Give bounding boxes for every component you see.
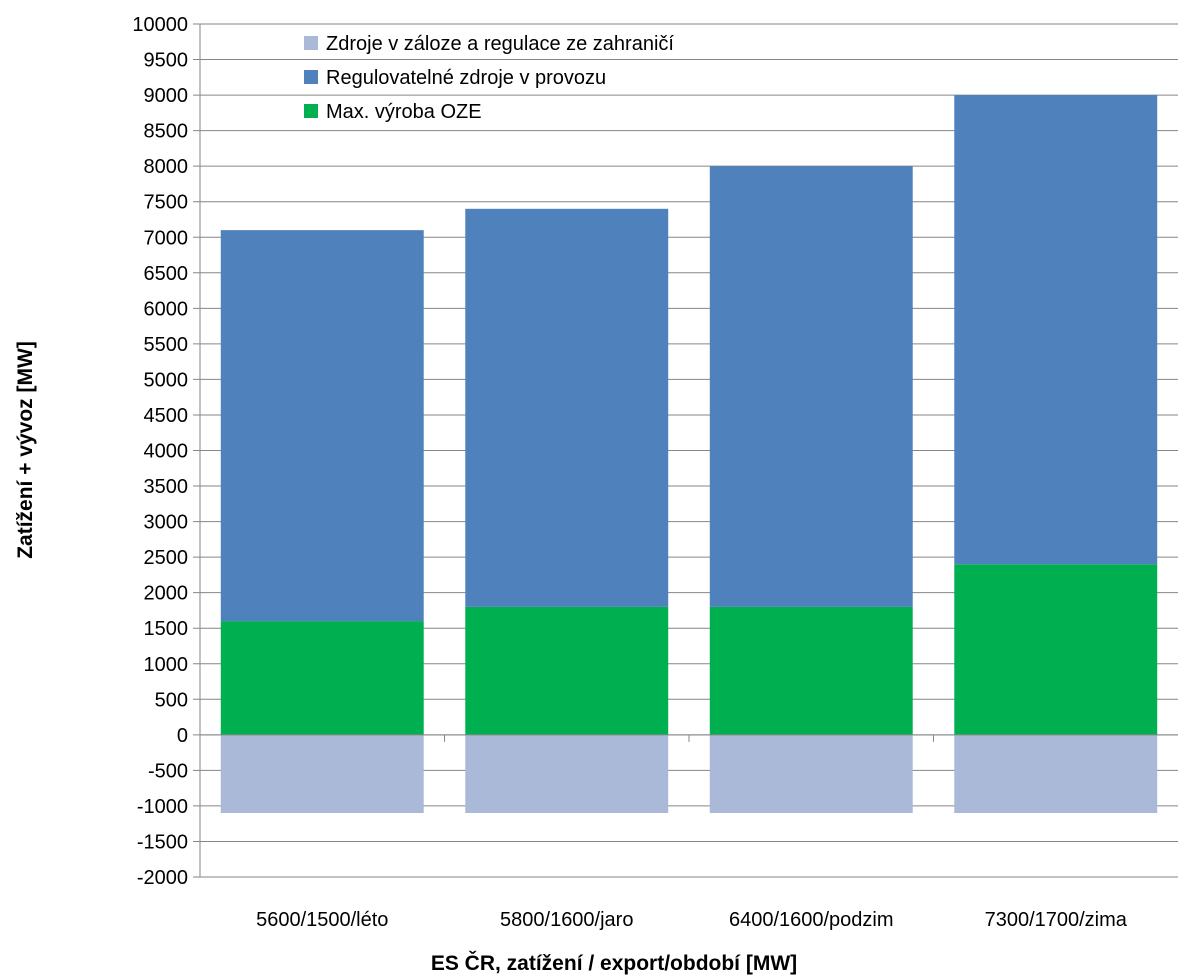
y-axis-title: Zatížení + vývoz [MW] [14,341,37,559]
bar-segment [220,230,424,622]
y-tick-label: 3500 [144,476,189,498]
y-tick-label: 2500 [144,547,189,569]
legend: Zdroje v záloze a regulace ze zahraničí R… [304,33,674,123]
bar-segment [220,734,424,814]
bar-segment [954,95,1158,565]
y-tick-label: -1000 [137,796,188,818]
bar-segment [220,621,424,735]
x-tick-label: 5600/1500/léto [256,909,388,931]
y-tick-label: 10000 [132,14,188,36]
y-tick-label: 0 [177,725,188,747]
y-tick-label: 6500 [144,263,189,285]
x-tick-label: 7300/1700/zima [985,909,1128,931]
y-tick-label: -1500 [137,831,188,853]
y-tick-label: 4000 [144,441,189,463]
bar-segment [709,166,913,607]
y-tick-label: 9000 [144,85,189,107]
y-tick-label: 4500 [144,405,189,427]
y-tick-label: 2000 [144,583,189,605]
bar-segment [465,606,669,735]
bar-segment [465,734,669,814]
bar-segment [709,734,913,814]
y-tick-label: 5500 [144,334,189,356]
bar-segment [465,208,669,607]
axes [199,24,1178,877]
x-tick-label: 6400/1600/podzim [729,909,894,931]
legend-label: Zdroje v záloze a regulace ze zahraničí [326,33,674,55]
y-tick-label: 1500 [144,618,189,640]
bar-segment [954,734,1158,814]
y-tick-label: 6000 [144,298,189,320]
y-tick-label: 7500 [144,192,189,214]
bar-segment [709,606,913,735]
bar-segment [954,564,1158,735]
x-axis-title: ES ČR, zatížení / export/období [MW] [431,951,797,975]
y-tick-label: 500 [155,689,188,711]
legend-swatch [304,36,318,50]
x-tick-label: 5800/1600/jaro [500,909,633,931]
y-tick-label: 9500 [144,50,189,72]
legend-label: Max. výroba OZE [326,101,482,123]
bars [220,95,1158,814]
y-tick-label: 8500 [144,121,189,143]
y-tick-label: 1000 [144,654,189,676]
y-tick-labels: -2000 -1500 -1000 -500 0 500 1000 1500 2000 2500 3… [132,14,188,889]
y-tick-label: -2000 [137,867,188,889]
y-tick-label: 8000 [144,156,189,178]
y-tick-label: -500 [148,760,188,782]
legend-label: Regulovatelné zdroje v provozu [326,67,606,89]
x-tick-labels: 5600/1500/léto 5800/1600/jaro 6400/1600/po… [256,909,1128,931]
y-tick-label: 7000 [144,227,189,249]
legend-swatch [304,104,318,118]
legend-swatch [304,70,318,84]
y-tick-label: 3000 [144,512,189,534]
y-tick-label: 5000 [144,369,189,391]
